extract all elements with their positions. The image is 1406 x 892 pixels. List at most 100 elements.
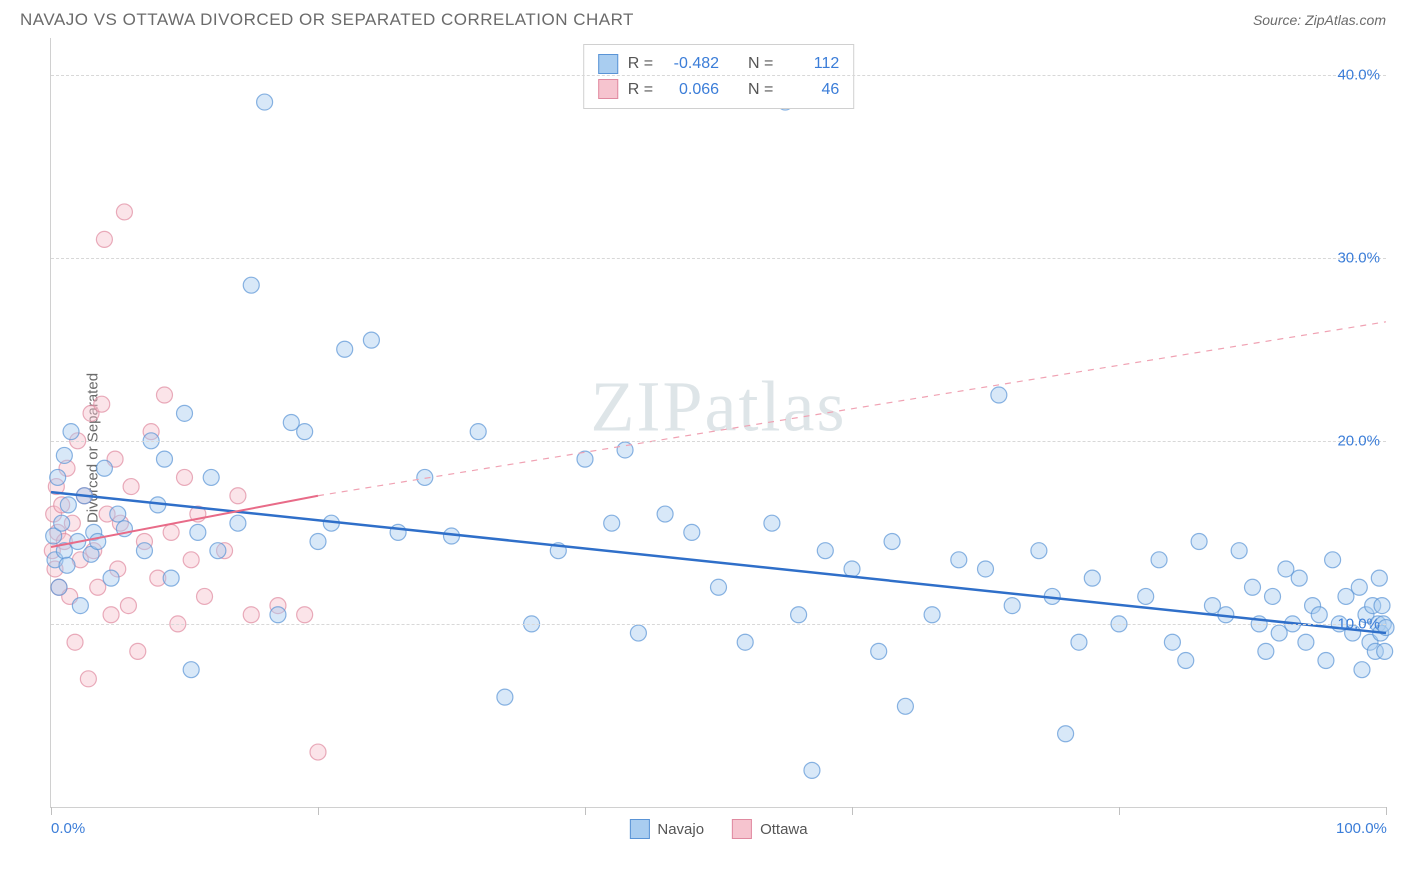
data-point-navajo <box>72 598 88 614</box>
stats-row-navajo: R = -0.482 N = 112 <box>598 51 840 77</box>
xtick-label: 0.0% <box>51 820 85 837</box>
data-point-ottawa <box>183 552 199 568</box>
data-point-navajo <box>871 643 887 659</box>
gridline <box>51 258 1386 259</box>
data-point-ottawa <box>310 744 326 760</box>
stat-n-navajo: 112 <box>783 51 839 77</box>
data-point-navajo <box>1374 598 1390 614</box>
data-point-navajo <box>1031 543 1047 559</box>
data-point-navajo <box>1351 579 1367 595</box>
xtick <box>1386 807 1387 815</box>
data-point-ottawa <box>103 607 119 623</box>
stat-n-label: N = <box>748 51 773 77</box>
data-point-navajo <box>177 405 193 421</box>
gridline <box>51 75 1386 76</box>
swatch-ottawa <box>598 79 618 99</box>
data-point-navajo <box>51 579 67 595</box>
data-point-navajo <box>163 570 179 586</box>
data-point-navajo <box>297 424 313 440</box>
data-point-navajo <box>737 634 753 650</box>
legend-label: Navajo <box>657 821 704 838</box>
data-point-navajo <box>630 625 646 641</box>
data-point-ottawa <box>120 598 136 614</box>
data-point-ottawa <box>177 469 193 485</box>
data-point-navajo <box>63 424 79 440</box>
data-point-navajo <box>310 534 326 550</box>
data-point-ottawa <box>156 387 172 403</box>
data-point-navajo <box>791 607 807 623</box>
legend-label: Ottawa <box>760 821 808 838</box>
data-point-ottawa <box>163 524 179 540</box>
ytick-label: 40.0% <box>1337 66 1380 83</box>
data-point-navajo <box>844 561 860 577</box>
stats-box: R = -0.482 N = 112 R = 0.066 N = 46 <box>583 44 855 109</box>
data-point-navajo <box>190 524 206 540</box>
data-point-navajo <box>897 698 913 714</box>
data-point-ottawa <box>297 607 313 623</box>
data-point-navajo <box>203 469 219 485</box>
legend: Navajo Ottawa <box>629 819 807 839</box>
data-point-navajo <box>390 524 406 540</box>
data-point-navajo <box>270 607 286 623</box>
regression-line-ottawa-solid <box>51 496 318 547</box>
xtick-label: 100.0% <box>1336 820 1387 837</box>
data-point-navajo <box>257 94 273 110</box>
chart-title: NAVAJO VS OTTAWA DIVORCED OR SEPARATED C… <box>20 10 634 30</box>
stat-n-ottawa: 46 <box>783 77 839 103</box>
data-point-navajo <box>1231 543 1247 559</box>
data-point-ottawa <box>96 231 112 247</box>
regression-line-ottawa-dashed <box>318 322 1386 496</box>
data-point-navajo <box>657 506 673 522</box>
data-point-navajo <box>1311 607 1327 623</box>
data-point-navajo <box>924 607 940 623</box>
data-point-navajo <box>1245 579 1261 595</box>
data-point-navajo <box>1377 643 1393 659</box>
data-point-navajo <box>991 387 1007 403</box>
data-point-navajo <box>230 515 246 531</box>
plot-svg <box>51 38 1386 807</box>
data-point-navajo <box>337 341 353 357</box>
data-point-navajo <box>136 543 152 559</box>
swatch-navajo <box>598 54 618 74</box>
data-point-navajo <box>1291 570 1307 586</box>
source-credit: Source: ZipAtlas.com <box>1253 12 1386 28</box>
source-prefix: Source: <box>1253 12 1305 28</box>
data-point-navajo <box>54 515 70 531</box>
data-point-navajo <box>497 689 513 705</box>
source-link[interactable]: ZipAtlas.com <box>1305 12 1386 28</box>
data-point-navajo <box>1325 552 1341 568</box>
data-point-navajo <box>1058 726 1074 742</box>
data-point-ottawa <box>130 643 146 659</box>
data-point-navajo <box>951 552 967 568</box>
data-point-navajo <box>90 534 106 550</box>
data-point-navajo <box>711 579 727 595</box>
xtick <box>51 807 52 815</box>
data-point-navajo <box>604 515 620 531</box>
xtick <box>852 807 853 815</box>
stat-r-label2: R = <box>628 77 653 103</box>
chart-header: NAVAJO VS OTTAWA DIVORCED OR SEPARATED C… <box>0 0 1406 38</box>
data-point-ottawa <box>67 634 83 650</box>
data-point-ottawa <box>197 588 213 604</box>
data-point-navajo <box>96 460 112 476</box>
data-point-navajo <box>1258 643 1274 659</box>
swatch-ottawa <box>732 819 752 839</box>
legend-item-ottawa: Ottawa <box>732 819 808 839</box>
data-point-navajo <box>156 451 172 467</box>
ytick-label: 10.0% <box>1337 615 1380 632</box>
data-point-navajo <box>1164 634 1180 650</box>
data-point-navajo <box>210 543 226 559</box>
ytick-label: 30.0% <box>1337 249 1380 266</box>
stats-row-ottawa: R = 0.066 N = 46 <box>598 77 840 103</box>
data-point-navajo <box>1178 653 1194 669</box>
data-point-ottawa <box>243 607 259 623</box>
data-point-navajo <box>103 570 119 586</box>
data-point-navajo <box>1371 570 1387 586</box>
ytick-label: 20.0% <box>1337 432 1380 449</box>
plot-region: ZIPatlas R = -0.482 N = 112 R = 0.066 N … <box>50 38 1386 808</box>
data-point-ottawa <box>80 671 96 687</box>
data-point-navajo <box>884 534 900 550</box>
data-point-navajo <box>470 424 486 440</box>
data-point-navajo <box>764 515 780 531</box>
data-point-navajo <box>1071 634 1087 650</box>
